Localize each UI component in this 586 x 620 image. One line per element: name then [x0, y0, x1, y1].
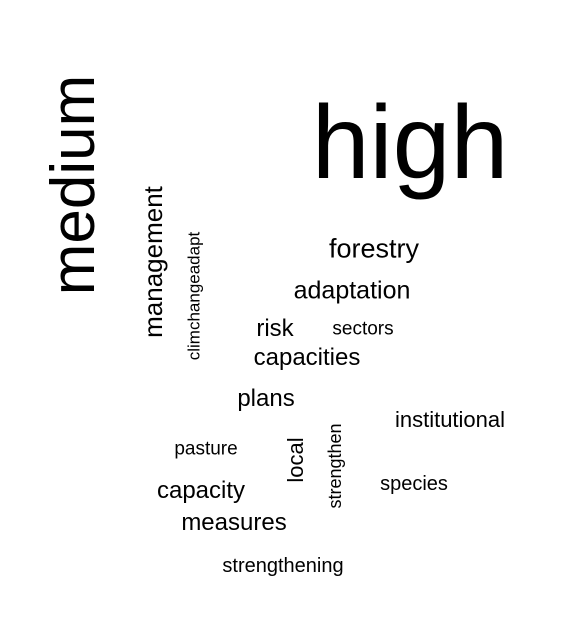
word-sectors: sectors [332, 318, 394, 340]
word-high: high [311, 85, 509, 201]
word-local: local [283, 437, 308, 483]
word-pasture: pasture [174, 438, 238, 460]
word-medium: medium [39, 74, 108, 296]
word-measures: measures [181, 509, 287, 536]
word-climchangeadapt: climchangeadapt [184, 231, 204, 361]
word-strengthen: strengthen [325, 423, 345, 509]
word-species: species [380, 473, 448, 495]
word-adaptation: adaptation [293, 276, 411, 305]
word-plans: plans [237, 385, 295, 412]
word-institutional: institutional [394, 407, 506, 432]
word-strengthening: strengthening [222, 555, 344, 577]
word-management: management [138, 186, 168, 338]
word-forestry: forestry [328, 233, 420, 264]
word-capacity: capacity [156, 477, 246, 504]
word-risk: risk [256, 315, 294, 342]
word-capacities: capacities [253, 344, 361, 371]
